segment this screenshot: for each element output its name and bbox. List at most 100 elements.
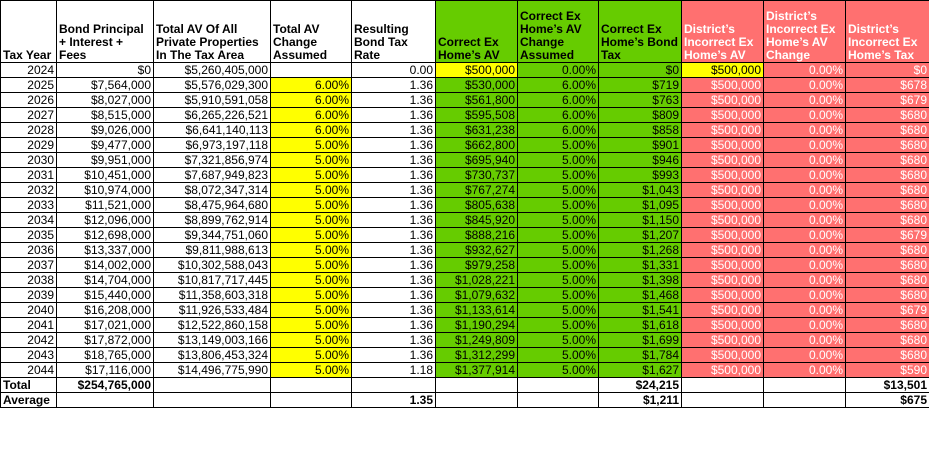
header-cell-district-change[interactable]: District’s Incorrect Ex Home’s AV Change: [763, 0, 846, 63]
empty-cell[interactable]: [763, 392, 846, 408]
cell-district-change[interactable]: 0.00%: [763, 122, 846, 138]
cell-district-av[interactable]: $500,000: [681, 242, 764, 258]
cell-district-change[interactable]: 0.00%: [763, 227, 846, 243]
cell-total-av[interactable]: $6,641,140,113: [153, 122, 271, 138]
cell-av-change[interactable]: 5.00%: [270, 167, 352, 183]
cell-correct-av[interactable]: $500,000: [435, 62, 518, 78]
cell-correct-av[interactable]: $662,800: [435, 137, 518, 153]
cell-tax-year[interactable]: 2039: [0, 287, 57, 303]
cell-district-change[interactable]: 0.00%: [763, 152, 846, 168]
cell-correct-tax[interactable]: $1,095: [598, 197, 682, 213]
cell-av-change[interactable]: 6.00%: [270, 77, 352, 93]
cell-district-tax[interactable]: $680: [845, 137, 929, 153]
cell-district-tax[interactable]: $680: [845, 287, 929, 303]
cell-total-av[interactable]: $11,358,603,318: [153, 287, 271, 303]
cell-district-av[interactable]: $500,000: [681, 182, 764, 198]
cell-correct-change[interactable]: 5.00%: [517, 317, 599, 333]
cell-av-change[interactable]: 5.00%: [270, 332, 352, 348]
total-label[interactable]: Total: [0, 377, 57, 393]
cell-correct-av[interactable]: $888,216: [435, 227, 518, 243]
cell-district-av[interactable]: $500,000: [681, 272, 764, 288]
cell-district-av[interactable]: $500,000: [681, 347, 764, 363]
cell-correct-change[interactable]: 6.00%: [517, 92, 599, 108]
cell-correct-tax[interactable]: $809: [598, 107, 682, 123]
average-tax-rate[interactable]: 1.35: [351, 392, 436, 408]
cell-district-change[interactable]: 0.00%: [763, 167, 846, 183]
total-district-tax[interactable]: $13,501: [845, 377, 929, 393]
cell-district-av[interactable]: $500,000: [681, 317, 764, 333]
cell-total-av[interactable]: $13,149,003,166: [153, 332, 271, 348]
empty-cell[interactable]: [351, 377, 436, 393]
cell-total-av[interactable]: $10,817,717,445: [153, 272, 271, 288]
cell-correct-change[interactable]: 5.00%: [517, 272, 599, 288]
cell-correct-change[interactable]: 5.00%: [517, 332, 599, 348]
cell-correct-av[interactable]: $561,800: [435, 92, 518, 108]
cell-total-av[interactable]: $6,265,226,521: [153, 107, 271, 123]
cell-correct-change[interactable]: 5.00%: [517, 302, 599, 318]
empty-cell[interactable]: [153, 377, 271, 393]
average-district-tax[interactable]: $675: [845, 392, 929, 408]
header-cell-correct-av[interactable]: Correct Ex Home’s AV: [435, 0, 518, 63]
cell-av-change[interactable]: 5.00%: [270, 317, 352, 333]
cell-correct-tax[interactable]: $1,627: [598, 362, 682, 378]
cell-correct-av[interactable]: $1,028,221: [435, 272, 518, 288]
cell-total-av[interactable]: $8,899,762,914: [153, 212, 271, 228]
cell-district-change[interactable]: 0.00%: [763, 332, 846, 348]
header-cell-district-av[interactable]: District’s Incorrect Ex Home’s AV: [681, 0, 764, 63]
cell-district-tax[interactable]: $680: [845, 167, 929, 183]
cell-correct-tax[interactable]: $763: [598, 92, 682, 108]
cell-tax-rate[interactable]: 1.36: [351, 212, 436, 228]
cell-av-change[interactable]: 5.00%: [270, 287, 352, 303]
cell-total-av[interactable]: $9,811,988,613: [153, 242, 271, 258]
cell-correct-av[interactable]: $730,737: [435, 167, 518, 183]
cell-district-tax[interactable]: $679: [845, 227, 929, 243]
cell-correct-tax[interactable]: $946: [598, 152, 682, 168]
cell-district-change[interactable]: 0.00%: [763, 287, 846, 303]
header-cell-correct-change[interactable]: Correct Ex Home’s AV Change Assumed: [517, 0, 599, 63]
cell-district-av[interactable]: $500,000: [681, 302, 764, 318]
cell-av-change[interactable]: 5.00%: [270, 302, 352, 318]
cell-district-change[interactable]: 0.00%: [763, 347, 846, 363]
empty-cell[interactable]: [517, 392, 599, 408]
cell-correct-tax[interactable]: $1,207: [598, 227, 682, 243]
cell-district-change[interactable]: 0.00%: [763, 272, 846, 288]
cell-district-av[interactable]: $500,000: [681, 287, 764, 303]
cell-district-change[interactable]: 0.00%: [763, 92, 846, 108]
empty-cell[interactable]: [681, 392, 764, 408]
cell-total-av[interactable]: $7,321,856,974: [153, 152, 271, 168]
cell-bond-principal[interactable]: $15,440,000: [56, 287, 154, 303]
cell-tax-rate[interactable]: 1.36: [351, 302, 436, 318]
cell-tax-year[interactable]: 2043: [0, 347, 57, 363]
cell-district-tax[interactable]: $680: [845, 107, 929, 123]
cell-tax-year[interactable]: 2032: [0, 182, 57, 198]
cell-correct-tax[interactable]: $1,784: [598, 347, 682, 363]
cell-correct-av[interactable]: $805,638: [435, 197, 518, 213]
cell-district-change[interactable]: 0.00%: [763, 212, 846, 228]
cell-correct-change[interactable]: 6.00%: [517, 107, 599, 123]
cell-total-av[interactable]: $14,496,775,990: [153, 362, 271, 378]
cell-correct-tax[interactable]: $858: [598, 122, 682, 138]
cell-total-av[interactable]: $8,072,347,314: [153, 182, 271, 198]
cell-correct-av[interactable]: $530,000: [435, 77, 518, 93]
cell-tax-rate[interactable]: 1.36: [351, 152, 436, 168]
cell-tax-year[interactable]: 2033: [0, 197, 57, 213]
cell-tax-year[interactable]: 2037: [0, 257, 57, 273]
cell-bond-principal[interactable]: $9,026,000: [56, 122, 154, 138]
total-principal[interactable]: $254,765,000: [56, 377, 154, 393]
cell-bond-principal[interactable]: $13,337,000: [56, 242, 154, 258]
cell-correct-tax[interactable]: $1,541: [598, 302, 682, 318]
cell-correct-change[interactable]: 5.00%: [517, 137, 599, 153]
cell-tax-rate[interactable]: 1.36: [351, 182, 436, 198]
cell-total-av[interactable]: $9,344,751,060: [153, 227, 271, 243]
cell-av-change[interactable]: 6.00%: [270, 107, 352, 123]
cell-total-av[interactable]: $8,475,964,680: [153, 197, 271, 213]
cell-correct-change[interactable]: 5.00%: [517, 257, 599, 273]
average-label[interactable]: Average: [0, 392, 57, 408]
cell-district-tax[interactable]: $680: [845, 242, 929, 258]
cell-total-av[interactable]: $12,522,860,158: [153, 317, 271, 333]
empty-cell[interactable]: [153, 392, 271, 408]
cell-tax-year[interactable]: 2036: [0, 242, 57, 258]
cell-correct-tax[interactable]: $1,398: [598, 272, 682, 288]
cell-tax-rate[interactable]: 1.36: [351, 287, 436, 303]
cell-tax-rate[interactable]: 1.36: [351, 167, 436, 183]
